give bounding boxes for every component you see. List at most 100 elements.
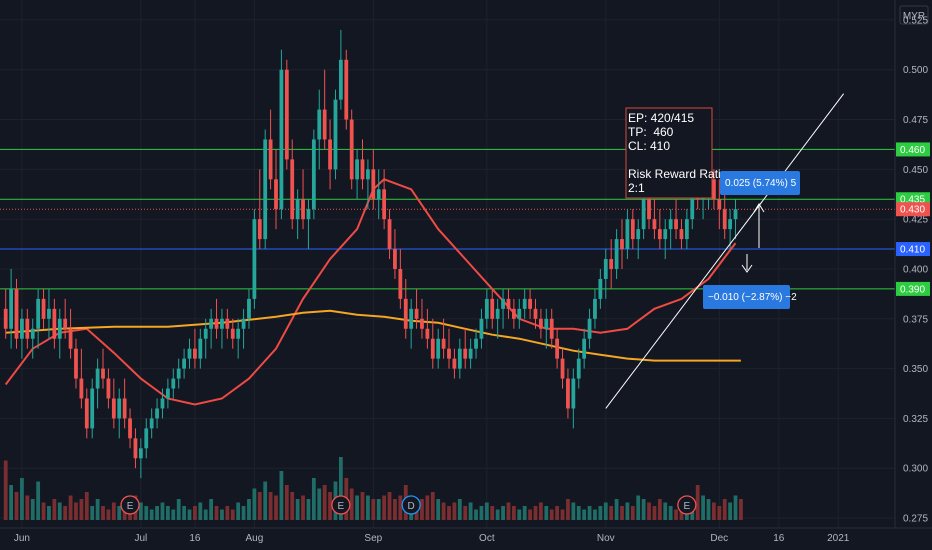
annotation-line-5: Risk Reward Ratio	[628, 167, 728, 181]
volume-bar-11	[63, 506, 68, 520]
candle-body-97	[528, 298, 532, 309]
moving-average-0	[4, 178, 737, 406]
candle-body-14	[79, 378, 84, 399]
volume-bar-14	[79, 499, 84, 520]
candle-body-21	[117, 398, 122, 419]
candle-body-67	[366, 169, 370, 180]
time-tick-label-9: 2021	[827, 533, 850, 544]
volume-bar-123	[668, 506, 673, 520]
volume-histogram	[3, 457, 743, 520]
volume-bar-28	[155, 506, 159, 520]
volume-bar-31	[171, 509, 176, 520]
annotation-line-1: EP: 420/415	[628, 111, 694, 125]
currency-badge[interactable]	[899, 5, 929, 25]
annotation-box[interactable]: EP: 420/415 TP: 460 CL: 410 Risk Reward …	[625, 107, 728, 199]
volume-bar-52	[284, 485, 289, 520]
volume-bar-43	[236, 502, 241, 520]
volume-bar-128	[695, 485, 700, 520]
stop-tag-bg	[703, 285, 790, 309]
price-tick-label-2: 0.475	[903, 115, 928, 126]
volume-bar-99	[539, 502, 543, 520]
candle-body-60	[328, 139, 332, 170]
volume-bar-26	[144, 506, 149, 520]
volume-bar-106	[576, 506, 581, 520]
currency-label: MYR	[903, 11, 925, 22]
volume-bar-132	[717, 506, 722, 520]
volume-bar-10	[57, 502, 62, 520]
volume-bar-29	[160, 502, 165, 520]
volume-bar-78	[425, 495, 430, 520]
volume-bar-39	[214, 506, 219, 520]
time-tick-label-2: 16	[189, 533, 201, 544]
candle-body-135	[733, 209, 738, 220]
candle-body-47	[257, 219, 262, 240]
volume-bar-70	[382, 495, 387, 520]
candle-body-87	[474, 338, 478, 349]
volume-bar-103	[560, 509, 565, 520]
candle-body-64	[349, 119, 354, 180]
candle-body-26	[144, 428, 149, 449]
candlesticks[interactable]	[3, 29, 738, 479]
volume-bar-96	[522, 506, 527, 520]
volume-bar-98	[533, 506, 538, 520]
candle-body-107	[582, 338, 587, 359]
candle-body-38	[209, 318, 214, 329]
candle-body-43	[236, 328, 241, 339]
candle-body-127	[690, 189, 695, 220]
candle-body-30	[165, 388, 170, 399]
candle-body-6	[36, 298, 41, 329]
drawings[interactable]	[605, 93, 845, 409]
volume-bar-125	[679, 506, 684, 520]
volume-bar-44	[241, 506, 246, 520]
volume-bar-93	[506, 502, 511, 520]
candle-body-57	[311, 139, 316, 210]
candle-body-36	[198, 338, 203, 359]
level-label-0: 0.460	[900, 145, 925, 156]
candle-body-83	[452, 358, 457, 369]
volume-bar-73	[398, 495, 403, 520]
candle-body-123	[668, 219, 673, 230]
volume-bar-129	[701, 495, 705, 520]
volume-bar-124	[674, 509, 678, 520]
volume-bar-34	[187, 509, 192, 520]
candle-body-110	[598, 278, 603, 299]
time-scale[interactable]: Jun Jul 16 Aug Sep Oct Nov Dec 16 2021	[0, 527, 932, 544]
candle-body-116	[630, 219, 635, 240]
price-scale[interactable]: MYR 0.5250.5000.4750.4500.4250.4000.3750…	[894, 0, 930, 528]
price-tick-label-1: 0.500	[903, 65, 928, 76]
candle-body-42	[230, 328, 235, 339]
price-tick-label-6: 0.375	[903, 314, 928, 325]
candle-body-82	[447, 348, 451, 359]
volume-bar-13	[74, 502, 78, 520]
candle-body-69	[376, 189, 381, 200]
volume-bar-90	[490, 506, 495, 520]
volume-bar-79	[430, 492, 435, 520]
volume-bar-54	[295, 499, 300, 520]
volume-bar-16	[90, 506, 95, 520]
candle-body-73	[398, 268, 403, 299]
candle-body-9	[52, 308, 57, 339]
candle-body-111	[603, 259, 608, 279]
volume-bar-82	[447, 506, 451, 520]
annotation-line-3: CL: 410	[628, 139, 670, 153]
stop-tag[interactable]: −0.010 (−2.87%) −2	[703, 285, 797, 309]
volume-bar-6	[36, 481, 41, 520]
price-tick-label-4: 0.425	[903, 215, 928, 226]
price-level-labels: 0.460 0.435 0.390 0.410 0.430	[896, 142, 930, 296]
volume-bar-9	[52, 499, 57, 520]
volume-bar-71	[387, 492, 392, 520]
candle-body-23	[128, 418, 132, 439]
volume-bar-95	[517, 509, 522, 520]
time-ticks: Jun Jul 16 Aug Sep Oct Nov Dec 16 2021	[14, 533, 850, 544]
moving-average-1	[5, 309, 741, 362]
level-label-bg-4	[896, 202, 930, 217]
volume-bar-113	[614, 499, 619, 520]
volume-bar-134	[728, 502, 733, 520]
event-marker-0	[120, 495, 140, 515]
price-tick-label-3: 0.450	[903, 165, 928, 176]
time-tick-label-5: Oct	[479, 533, 495, 544]
target-tag[interactable]: 0.025 (5.74%) 5	[720, 171, 800, 195]
candle-body-85	[463, 348, 468, 359]
